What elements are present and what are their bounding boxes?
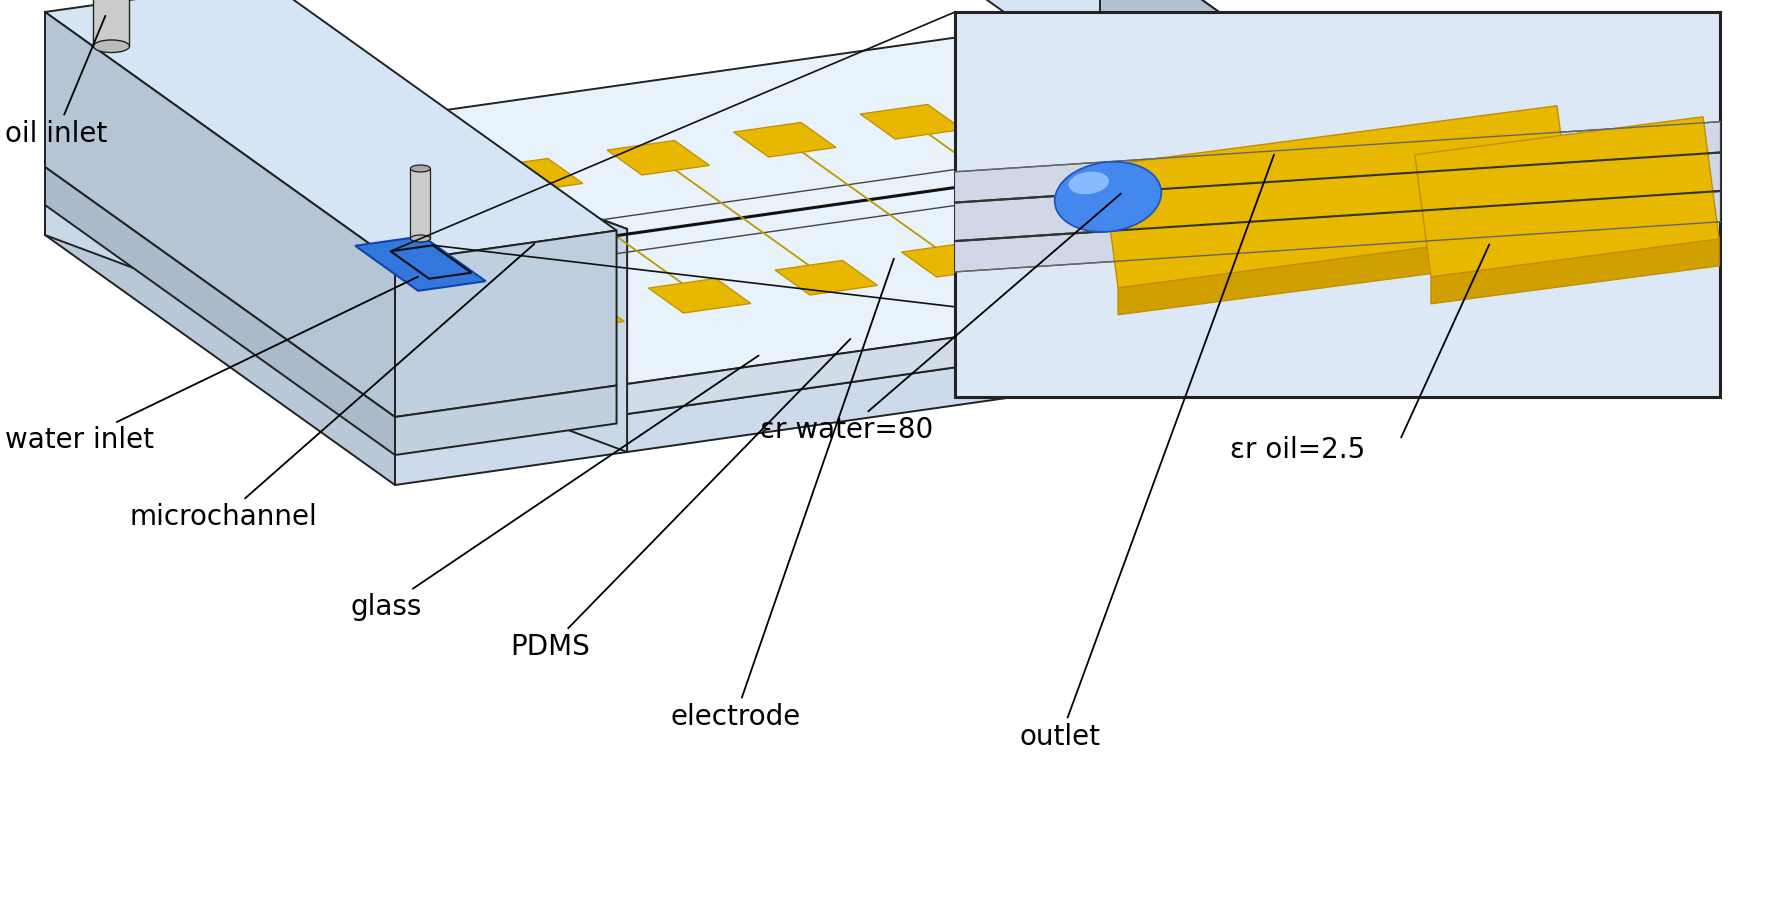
Polygon shape <box>1270 177 1450 292</box>
Polygon shape <box>44 12 627 452</box>
Ellipse shape <box>411 165 430 172</box>
Polygon shape <box>44 47 1450 447</box>
Text: εr water=80: εr water=80 <box>760 194 1121 444</box>
Polygon shape <box>1257 129 1293 155</box>
Polygon shape <box>1102 106 1573 288</box>
Bar <box>94 0 129 46</box>
Ellipse shape <box>1068 171 1109 194</box>
Polygon shape <box>986 87 1089 121</box>
Polygon shape <box>356 236 485 290</box>
Polygon shape <box>1100 0 1450 267</box>
Polygon shape <box>607 141 710 175</box>
Polygon shape <box>1100 17 1450 305</box>
Polygon shape <box>1100 17 1450 297</box>
Polygon shape <box>1100 47 1450 335</box>
Polygon shape <box>955 122 1720 272</box>
Polygon shape <box>733 123 836 157</box>
Text: PDMS: PDMS <box>510 339 850 661</box>
Polygon shape <box>1270 267 1450 330</box>
Bar <box>411 169 430 238</box>
Polygon shape <box>96 0 128 4</box>
Polygon shape <box>921 0 1450 203</box>
Polygon shape <box>44 0 616 262</box>
Polygon shape <box>480 159 583 193</box>
Text: oil inlet: oil inlet <box>5 16 108 148</box>
Polygon shape <box>1155 207 1257 241</box>
Polygon shape <box>648 279 751 313</box>
Polygon shape <box>901 243 1004 277</box>
Polygon shape <box>44 167 395 455</box>
Polygon shape <box>1431 239 1720 304</box>
Ellipse shape <box>411 235 430 242</box>
Polygon shape <box>1415 116 1720 277</box>
Bar <box>1264 97 1286 157</box>
Text: glass: glass <box>351 355 758 621</box>
Polygon shape <box>44 12 627 384</box>
Polygon shape <box>776 261 877 295</box>
Polygon shape <box>44 167 395 447</box>
Polygon shape <box>395 297 1450 485</box>
Ellipse shape <box>1264 153 1286 161</box>
Polygon shape <box>1029 225 1130 259</box>
Polygon shape <box>395 231 616 417</box>
Polygon shape <box>400 314 503 348</box>
Text: water inlet: water inlet <box>5 277 418 454</box>
Polygon shape <box>1118 228 1573 315</box>
Polygon shape <box>44 197 395 485</box>
Polygon shape <box>522 297 625 331</box>
Bar <box>955 12 1720 397</box>
Text: electrode: electrode <box>669 259 894 731</box>
Ellipse shape <box>1056 161 1162 232</box>
Polygon shape <box>44 17 1450 417</box>
Ellipse shape <box>94 40 129 52</box>
Ellipse shape <box>1264 93 1286 101</box>
Text: microchannel: microchannel <box>129 244 535 531</box>
Text: outlet: outlet <box>1020 154 1273 751</box>
Polygon shape <box>354 177 457 211</box>
Polygon shape <box>861 105 963 139</box>
Polygon shape <box>395 385 616 455</box>
Polygon shape <box>44 12 395 417</box>
Polygon shape <box>395 267 1450 447</box>
Polygon shape <box>232 194 335 228</box>
Text: εr oil=2.5: εr oil=2.5 <box>1231 436 1365 464</box>
